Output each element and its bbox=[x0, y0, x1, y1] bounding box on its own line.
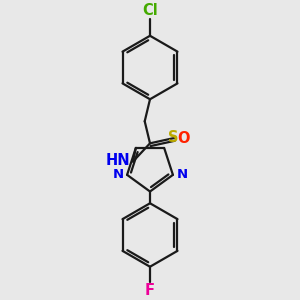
Text: O: O bbox=[178, 130, 190, 146]
Text: F: F bbox=[145, 283, 155, 298]
Text: HN: HN bbox=[106, 154, 130, 169]
Text: Cl: Cl bbox=[142, 3, 158, 18]
Text: N: N bbox=[176, 168, 188, 182]
Text: S: S bbox=[168, 130, 178, 145]
Text: N: N bbox=[112, 168, 124, 182]
